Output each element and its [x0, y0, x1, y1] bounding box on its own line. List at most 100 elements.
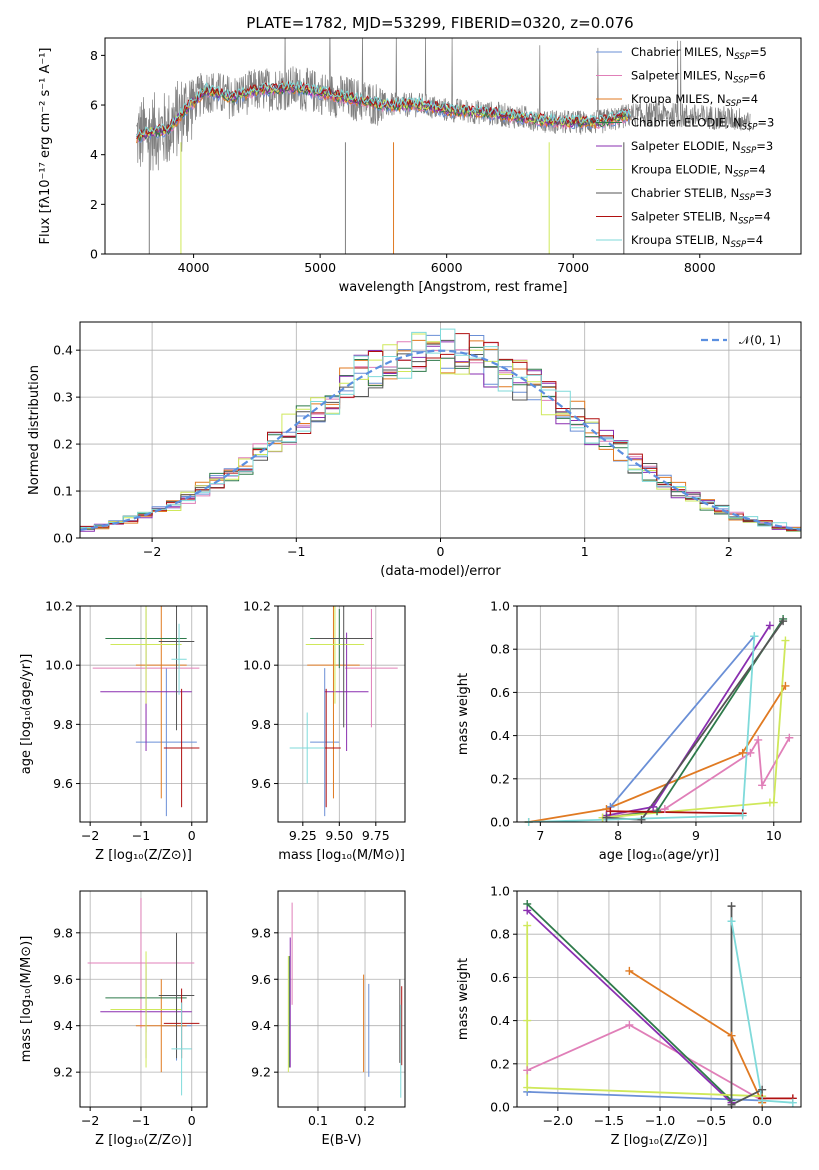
x-tick-label: 0.0: [752, 1113, 772, 1128]
weight-marker: [523, 1083, 532, 1092]
plot-frame: [516, 605, 802, 823]
weight-marker: [779, 617, 788, 626]
weight-marker: [738, 748, 747, 757]
weight-marker: [653, 807, 662, 816]
weight-marker: [754, 735, 763, 744]
x-tick-label: −2: [81, 828, 99, 843]
y-tick-label: 10.2: [45, 599, 73, 614]
y-tick-label: 10.2: [243, 599, 271, 614]
y-tick-label: 9.4: [53, 1018, 73, 1033]
legend-entry: Chabrier STELIB, NSSP=3: [631, 186, 772, 203]
plot-area-weight-z: [526, 903, 793, 1107]
y-tick-label: 0.2: [53, 437, 73, 452]
x-tick-label: 6000: [431, 260, 463, 275]
legend-entry: 𝒩(0, 1): [739, 333, 781, 347]
figure-title: PLATE=1782, MJD=53299, FIBERID=0320, z=0…: [246, 14, 633, 32]
x-tick-label: 0: [188, 828, 196, 843]
y-tick-label: 9.8: [53, 717, 73, 732]
x-axis-label: Z [log₁₀(Z/Z⊙)]: [95, 848, 192, 863]
plot-frame: [79, 321, 802, 539]
y-tick-label: 0.8: [490, 642, 510, 657]
plot-area-residuals: [80, 328, 801, 532]
x-tick-label: −2: [81, 1113, 99, 1128]
x-tick-label: −2: [143, 544, 161, 559]
legend-entry: Chabrier ELODIE, NSSP=3: [631, 116, 774, 133]
y-tick-label: 9.8: [251, 717, 271, 732]
weight-line-5: [526, 925, 763, 1098]
x-tick-label: −1: [132, 1113, 150, 1128]
weight-marker: [758, 1096, 767, 1105]
weight-marker: [649, 802, 658, 811]
y-tick-label: 9.6: [251, 972, 271, 987]
y-tick-label: 0.0: [490, 815, 510, 830]
legend-entry: Kroupa MILES, NSSP=4: [631, 92, 758, 109]
y-tick-label: 10.0: [243, 658, 271, 673]
x-tick-label: 0: [437, 544, 445, 559]
x-tick-label: −1: [287, 544, 305, 559]
normal-curve: [80, 349, 801, 531]
y-tick-label: 0.0: [53, 531, 73, 546]
weight-line-0: [609, 635, 755, 808]
plot-frame: [516, 890, 802, 1108]
x-tick-label: 8000: [684, 260, 716, 275]
weight-marker: [785, 733, 794, 742]
x-axis-label: mass [log₁₀(M/M⊙)]: [278, 848, 405, 863]
legend-entry: Salpeter MILES, NSSP=6: [631, 69, 766, 86]
plot-area-age-z: [92, 606, 200, 817]
x-tick-label: −0.5: [696, 1113, 726, 1128]
plot-frame: [79, 890, 208, 1108]
weight-marker: [746, 748, 755, 757]
x-tick-label: 7000: [557, 260, 589, 275]
weight-marker: [781, 681, 790, 690]
x-tick-label: 9: [692, 828, 700, 843]
x-axis-label: Z [log₁₀(Z/Z⊙)]: [611, 1133, 708, 1148]
y-tick-label: 9.2: [251, 1065, 271, 1080]
x-tick-label: −1.5: [594, 1113, 624, 1128]
y-tick-label: 0.6: [490, 685, 510, 700]
y-tick-label: 9.8: [53, 925, 73, 940]
y-axis-label: mass [log₁₀(M/M⊙)]: [19, 936, 34, 1063]
weight-marker: [727, 1100, 736, 1109]
y-tick-label: 1.0: [490, 599, 510, 614]
panel-age-z: −2 −1 0 9.6 9.8 10.0 10.2 Z [log₁₀(Z/Z⊙)] age [l…: [19, 599, 208, 863]
weight-marker: [727, 1031, 736, 1040]
y-tick-label: 0.4: [490, 728, 510, 743]
histogram-8: [80, 328, 801, 529]
weight-marker: [523, 1066, 532, 1075]
weight-marker: [738, 811, 747, 820]
panel-spectrum: 4000 5000 6000 7000 8000 0 2 4 6 8 wavelength [Ang…: [38, 37, 802, 295]
y-axis-label: mass weight: [456, 673, 471, 755]
x-tick-label: 5000: [304, 260, 336, 275]
x-axis-label: (data-model)/error: [380, 564, 501, 579]
y-tick-label: 9.6: [251, 776, 271, 791]
observed-spectrum: [136, 38, 751, 171]
weight-marker: [606, 807, 615, 816]
y-tick-label: 9.4: [251, 1018, 271, 1033]
y-tick-label: 0: [90, 247, 98, 262]
weight-marker: [769, 798, 778, 807]
panel-mass-z: −2 −1 0 9.2 9.4 9.6 9.8 Z [log₁₀(Z/Z⊙)] mass [lo…: [19, 890, 208, 1148]
weight-marker: [523, 1016, 532, 1025]
panel-weight-z: −2.0 −1.5 −1.0 −0.5 0.0 0.0 0.2 0.4 0.6 0.8 1.0 Z […: [456, 884, 802, 1148]
y-tick-label: 0.1: [53, 484, 73, 499]
plot-frame: [277, 890, 406, 1108]
x-tick-label: 0.2: [355, 1113, 375, 1128]
weight-line-4: [526, 909, 733, 1104]
x-axis-label: age [log₁₀(age/yr)]: [599, 848, 720, 863]
panel-mass-ebv: 0.1 0.2 9.2 9.4 9.6 9.8 E(B-V): [251, 890, 406, 1148]
y-axis-label: Normed distribution: [27, 365, 42, 495]
y-tick-label: 0.4: [53, 343, 73, 358]
weight-marker: [625, 1020, 634, 1029]
x-tick-label: −2.0: [543, 1113, 573, 1128]
x-tick-label: −1: [132, 828, 150, 843]
weight-marker: [788, 1098, 797, 1107]
weight-line-3: [526, 903, 733, 1102]
weight-marker: [758, 781, 767, 790]
x-tick-label: 4000: [178, 260, 210, 275]
weight-marker: [765, 621, 774, 630]
weight-marker: [602, 813, 611, 822]
plot-area-mass-z: [87, 897, 200, 1096]
